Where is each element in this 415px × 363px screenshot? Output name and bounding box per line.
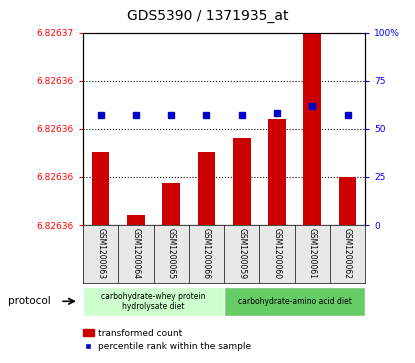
Text: GSM1200065: GSM1200065 [167,228,176,279]
Text: carbohydrate-amino acid diet: carbohydrate-amino acid diet [238,297,352,306]
Text: GSM1200064: GSM1200064 [132,228,140,279]
Bar [92,152,110,225]
Bar [224,287,365,316]
Bar [233,139,251,225]
Legend: transformed count, percentile rank within the sample: transformed count, percentile rank withi… [79,325,255,355]
Text: GSM1200062: GSM1200062 [343,228,352,279]
Bar [268,119,286,225]
Bar [162,183,180,225]
Text: GSM1200066: GSM1200066 [202,228,211,279]
Text: carbohydrate-whey protein
hydrolysate diet: carbohydrate-whey protein hydrolysate di… [101,291,206,311]
Text: GSM1200061: GSM1200061 [308,228,317,279]
Bar [339,177,356,225]
Bar [83,287,224,316]
Text: GSM1200059: GSM1200059 [237,228,246,279]
Text: protocol: protocol [8,296,51,306]
Text: GSM1200063: GSM1200063 [96,228,105,279]
Bar [303,33,321,225]
Bar [127,216,145,225]
Bar [198,152,215,225]
Text: GDS5390 / 1371935_at: GDS5390 / 1371935_at [127,9,288,23]
Text: GSM1200060: GSM1200060 [273,228,281,279]
